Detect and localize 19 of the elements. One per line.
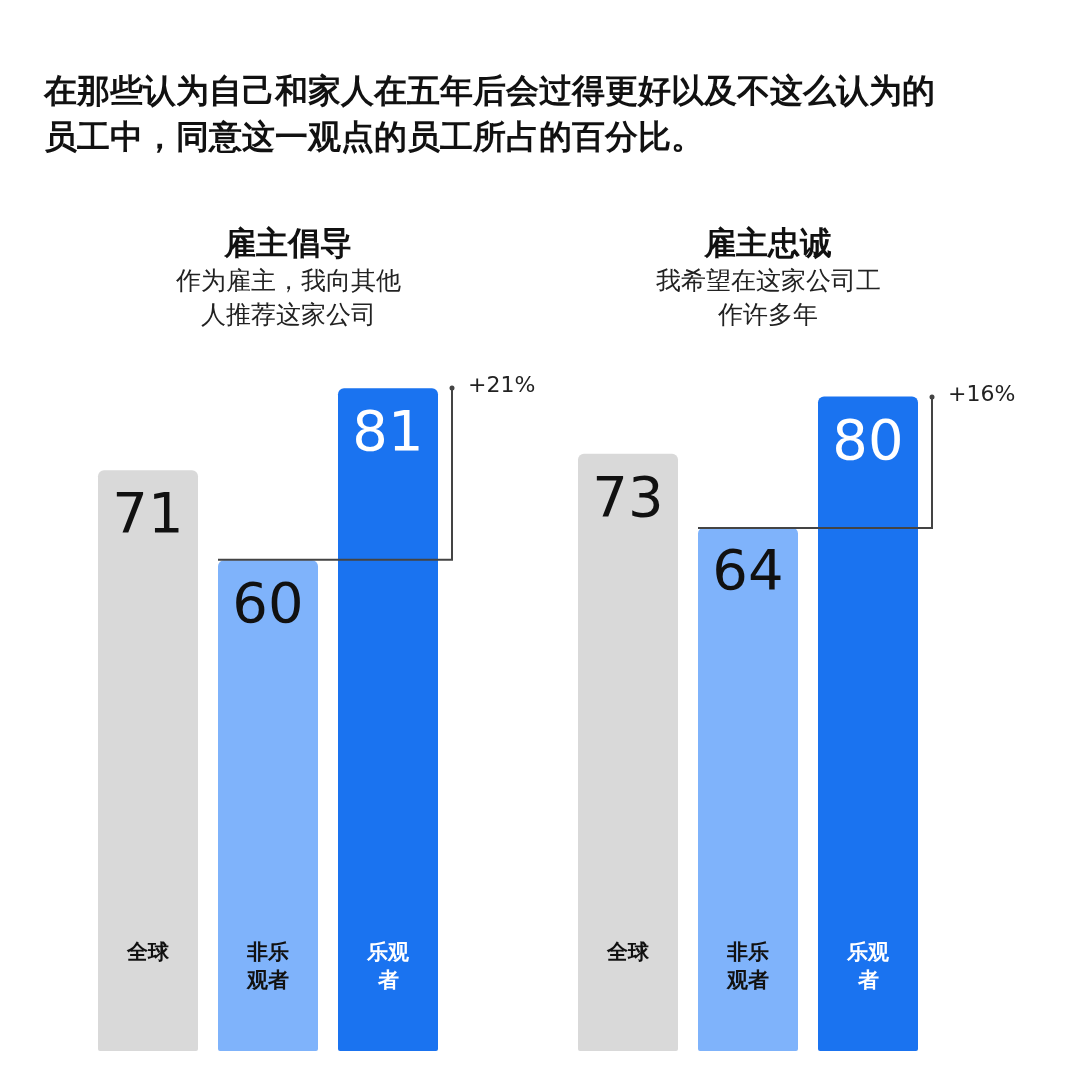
data-label: 71 bbox=[112, 480, 184, 546]
text: +21% bbox=[468, 372, 536, 398]
data-label: 73 bbox=[592, 463, 664, 529]
text: 在那些认为自己和家人在五年后会过得更好以及不这么认为的员工中，同意这一观点的员工所占的百分比。 bbox=[42, 70, 936, 158]
x-tick-label: 全球 bbox=[606, 940, 650, 964]
data-label: 80 bbox=[832, 406, 904, 472]
x-tick-label: 非乐观者 bbox=[726, 940, 769, 992]
text: +16% bbox=[948, 380, 1016, 406]
data-label: 64 bbox=[712, 537, 784, 603]
chart-title: 雇主倡导 bbox=[223, 223, 353, 264]
chart-subtitle: 作为雇主，我向其他人推荐这家公司 bbox=[174, 265, 402, 331]
data-label: 81 bbox=[352, 398, 424, 464]
x-tick-label: 非乐观者 bbox=[246, 940, 289, 992]
data-label: 60 bbox=[232, 570, 304, 636]
chart-title: 雇主忠诚 bbox=[703, 223, 833, 264]
x-tick-label: 乐观者 bbox=[366, 940, 410, 992]
x-tick-label: 乐观者 bbox=[846, 940, 890, 992]
x-tick-label: 全球 bbox=[126, 940, 170, 964]
chart-subtitle: 我希望在这家公司工作许多年 bbox=[654, 265, 882, 331]
